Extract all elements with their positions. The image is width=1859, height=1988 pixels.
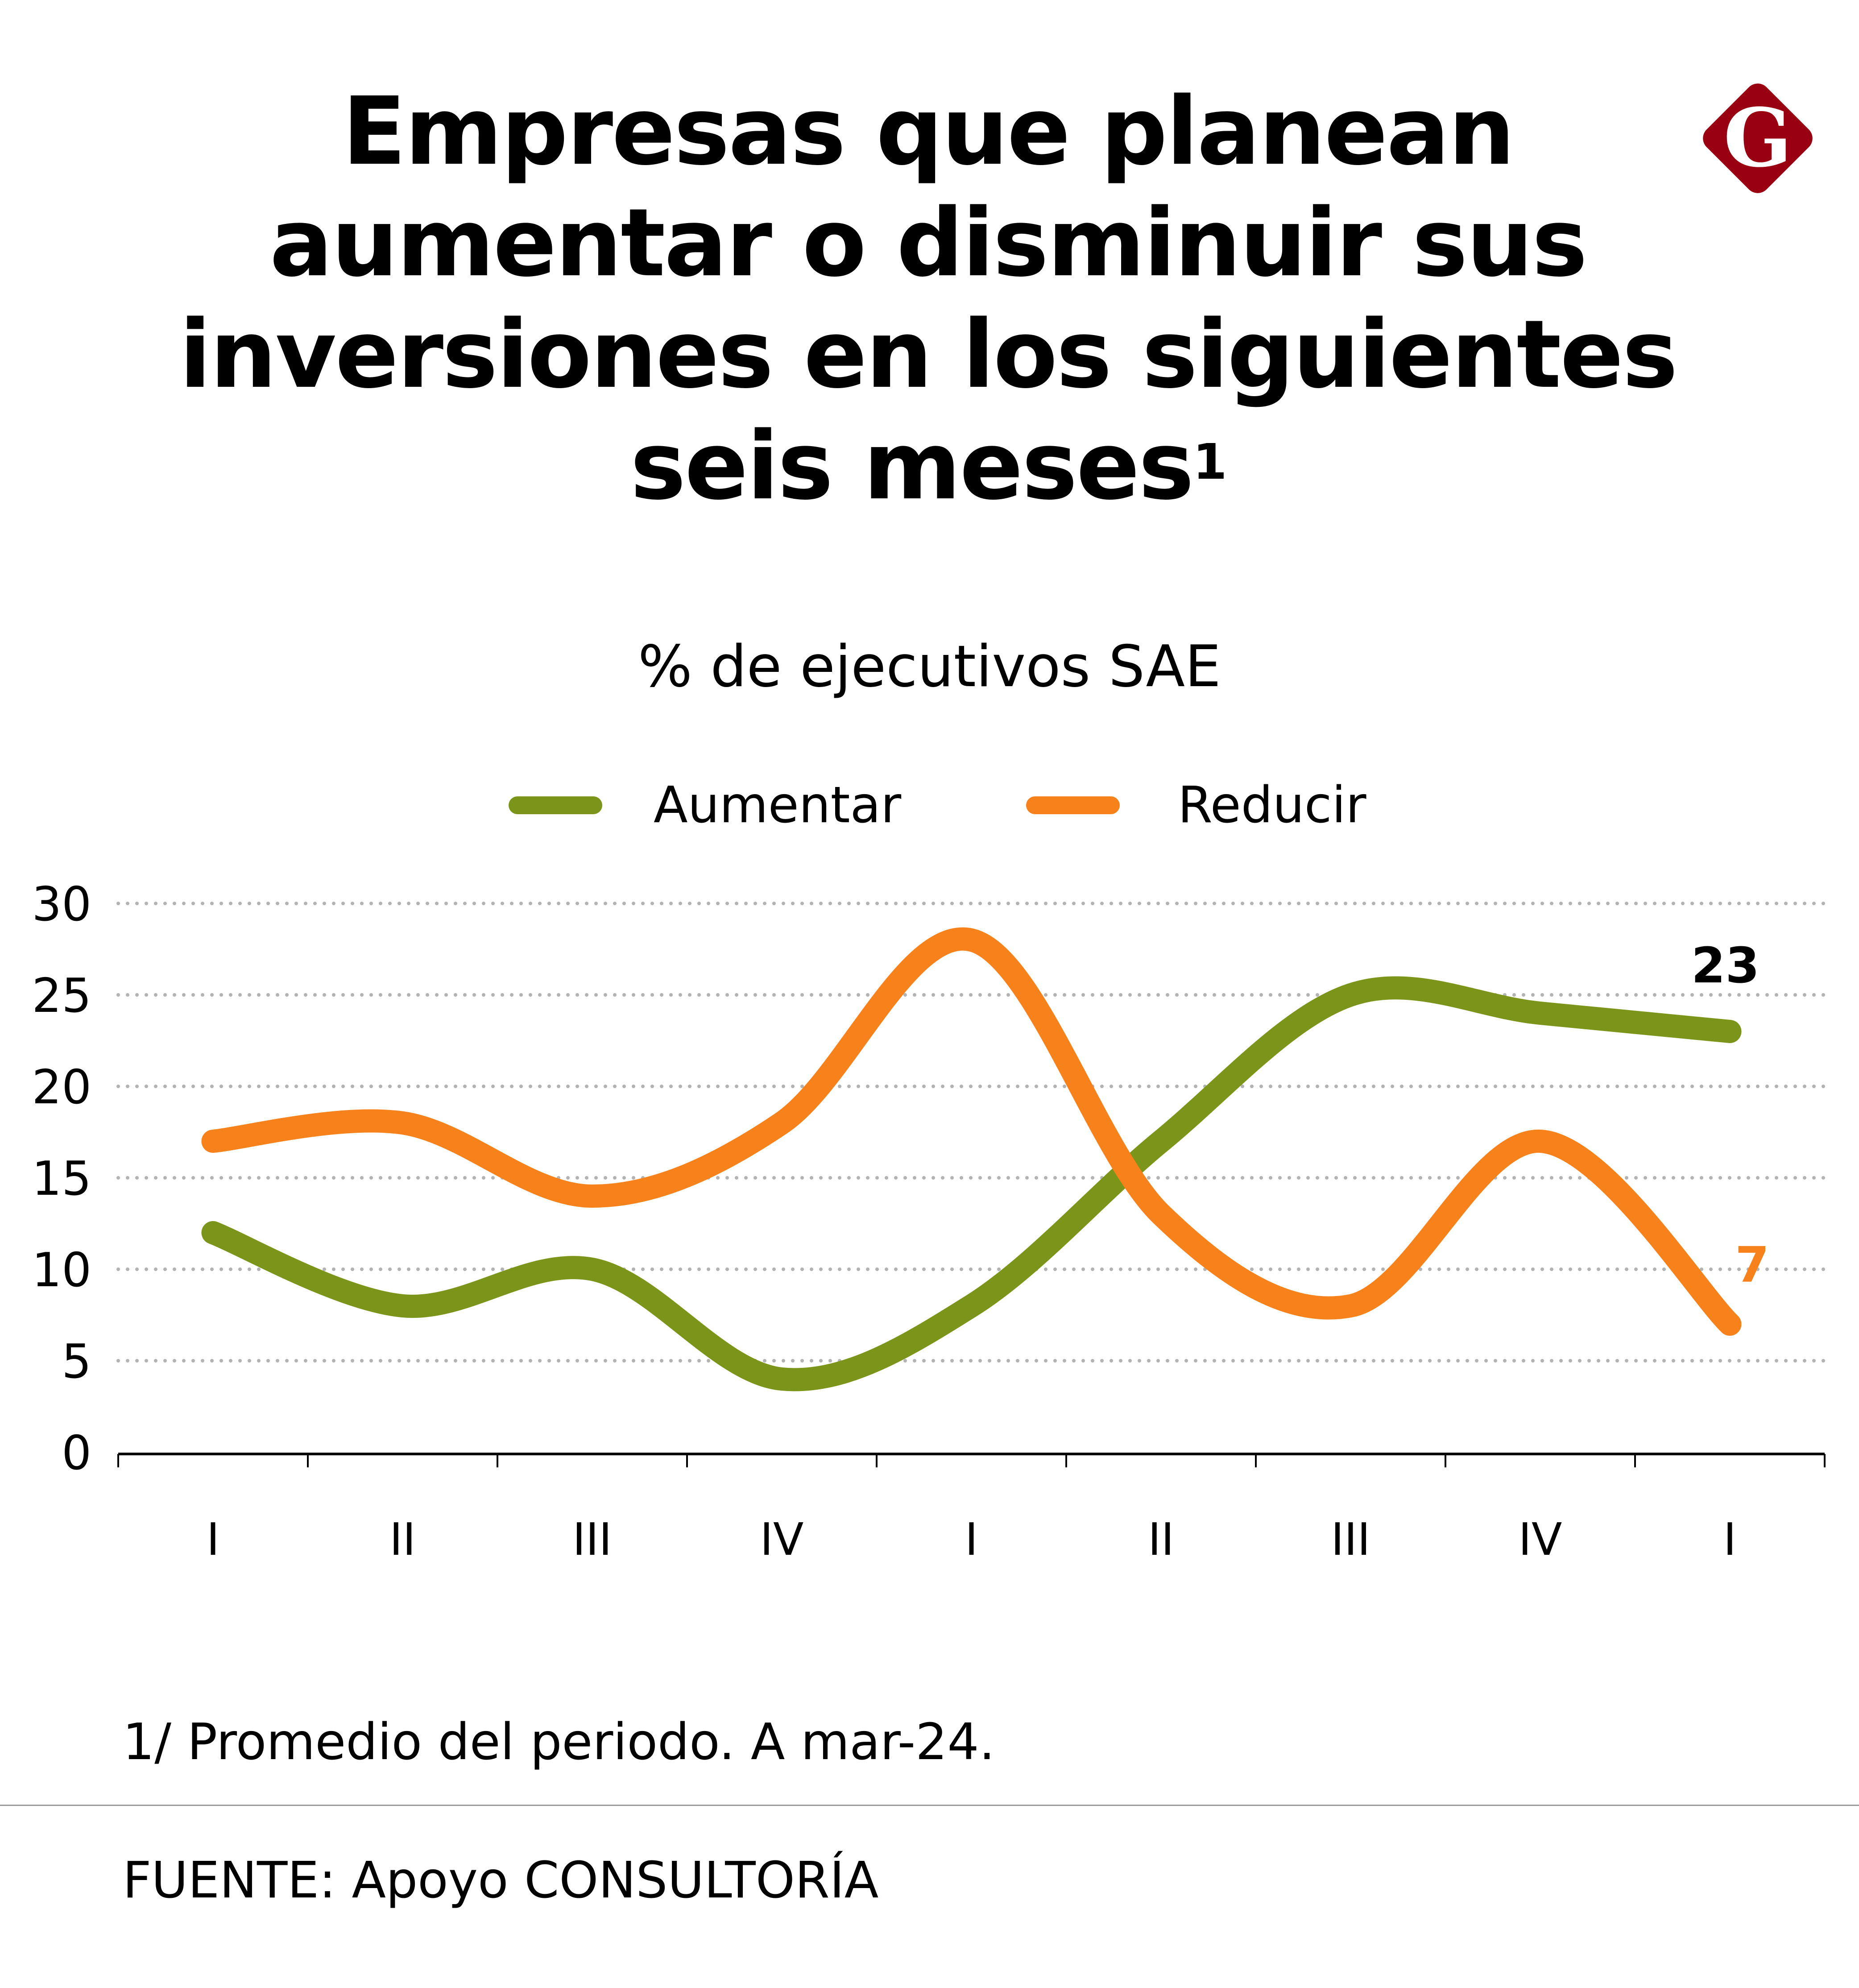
divider [0, 1805, 1859, 1806]
x-tick-label: I [1723, 1513, 1737, 1561]
x-tick-label: IV [1519, 1513, 1562, 1561]
source-note: FUENTE: Apoyo CONSULTORÍA [123, 1851, 879, 1909]
legend-label-reducir: Reducir [1178, 776, 1366, 834]
y-tick-label: 10 [32, 1243, 91, 1297]
title-footnote-marker: 1 [1192, 433, 1227, 490]
series-line-reducir [201, 927, 1742, 1336]
title-line-2: aumentar o disminuir sus [269, 188, 1587, 298]
title-line-3: inversiones en los siguientes [179, 300, 1678, 409]
series-line-aumentar [201, 976, 1742, 1392]
footnote: 1/ Promedio del periodo. A mar-24. [123, 1713, 995, 1771]
end-value-label-aumentar: 23 [1691, 937, 1760, 994]
x-tick-label: III [1331, 1513, 1370, 1561]
chart-title: Empresas que planean aumentar o disminui… [134, 76, 1722, 522]
x-tick-label: IV [760, 1513, 804, 1561]
g-diamond-logo-icon: G [1703, 83, 1813, 193]
legend-swatch-reducir [1026, 796, 1120, 814]
y-tick-label: 30 [32, 877, 91, 932]
y-tick-label: 0 [62, 1426, 91, 1480]
x-tick-label: II [1148, 1513, 1174, 1561]
title-line-4: seis meses1 [134, 410, 1722, 522]
x-tick-label: II [389, 1513, 416, 1561]
y-tick-label: 20 [32, 1060, 91, 1114]
legend: Aumentar Reducir [0, 776, 1859, 834]
title-line-1: Empresas que planean [342, 77, 1515, 186]
title-line-4-text: seis meses [630, 411, 1194, 521]
end-value-label-reducir: 7 [1735, 1236, 1769, 1293]
y-tick-label: 25 [32, 969, 91, 1023]
y-tick-label: 5 [62, 1334, 91, 1389]
x-tick-label: I [207, 1513, 220, 1561]
legend-swatch-aumentar [509, 796, 602, 814]
legend-label-aumentar: Aumentar [654, 776, 902, 834]
x-tick-label: I [965, 1513, 978, 1561]
x-tick-label: III [572, 1513, 612, 1561]
logo-letter: G [1723, 91, 1792, 185]
chart-subtitle: % de ejecutivos SAE [638, 634, 1221, 700]
y-tick-label: 15 [32, 1151, 91, 1206]
